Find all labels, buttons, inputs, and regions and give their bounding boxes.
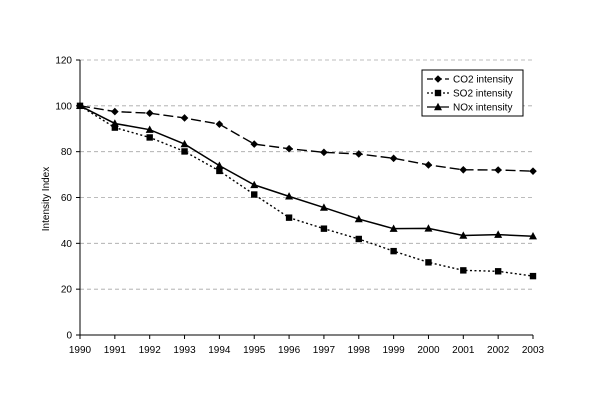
data-point-nox-1997 — [319, 203, 328, 211]
data-point-so2-2003 — [529, 272, 537, 280]
data-point-nox-2001 — [459, 231, 468, 239]
data-point-co2-2003 — [529, 167, 537, 175]
legend-item-nox: NOx intensity — [427, 103, 512, 114]
data-point-co2-2002 — [494, 166, 502, 174]
series-line-so2 — [79, 105, 534, 277]
legend: CO2 intensity SO2 intensity NOx intensity — [421, 69, 524, 117]
data-point-co2-1997 — [320, 148, 328, 157]
x-tick-label-1990: 1990 — [69, 345, 92, 356]
data-point-so2-1994 — [216, 167, 223, 175]
data-point-co2-1995 — [250, 140, 259, 148]
series-line-nox — [79, 105, 534, 237]
x-tick-label-1999: 1999 — [382, 345, 405, 356]
x-tick-label-1994: 1994 — [208, 345, 231, 356]
data-point-nox-1993 — [180, 139, 189, 148]
data-point-co2-1994 — [215, 120, 224, 128]
legend-label-so2: SO2 intensity — [453, 89, 512, 100]
data-point-co2-2000 — [424, 161, 433, 169]
data-point-co2-2001 — [459, 165, 468, 174]
data-point-nox-1990 — [76, 101, 84, 110]
series-layer — [76, 101, 537, 280]
series-line-co2 — [79, 105, 534, 172]
data-point-nox-1995 — [250, 180, 259, 189]
legend-swatch-marker-nox — [434, 102, 442, 111]
y-tick-label-80: 80 — [61, 147, 73, 158]
x-tick-label-2000: 2000 — [417, 345, 440, 356]
data-point-so2-2002 — [494, 268, 502, 275]
data-point-co2-1993 — [180, 114, 189, 122]
x-tick-label-1991: 1991 — [104, 345, 127, 356]
legend-item-so2: SO2 intensity — [427, 89, 512, 100]
y-tick-label-40: 40 — [61, 239, 73, 250]
x-tick-label-1997: 1997 — [313, 345, 336, 356]
legend-swatch-marker-co2 — [434, 75, 442, 83]
data-point-so2-1992 — [146, 134, 153, 141]
data-point-so2-2001 — [460, 267, 467, 274]
x-tick-label-2003: 2003 — [522, 345, 545, 356]
x-tick-label-1998: 1998 — [348, 345, 371, 356]
legend-label-nox: NOx intensity — [453, 103, 512, 114]
data-point-nox-1991 — [110, 119, 119, 127]
data-point-co2-1992 — [145, 109, 154, 117]
y-axis-title: Intensity Index — [41, 167, 52, 231]
y-tick-label-100: 100 — [55, 101, 72, 112]
data-point-so2-1998 — [355, 235, 362, 243]
gridlines — [80, 59, 533, 290]
legend-item-co2: CO2 intensity — [427, 75, 513, 86]
data-point-nox-1994 — [215, 161, 224, 169]
data-point-so2-2000 — [425, 259, 432, 266]
data-point-nox-1992 — [145, 125, 154, 133]
x-tick-label-1996: 1996 — [278, 345, 301, 356]
data-point-so2-1999 — [390, 247, 397, 255]
data-point-so2-1993 — [181, 148, 188, 155]
data-point-nox-1999 — [389, 224, 398, 232]
x-tick-label-2001: 2001 — [452, 345, 475, 356]
data-point-co2-1998 — [354, 150, 363, 158]
data-point-co2-1999 — [389, 154, 398, 163]
y-tick-label-120: 120 — [55, 56, 72, 67]
legend-swatch-marker-so2 — [434, 89, 442, 97]
x-tick-label-2002: 2002 — [487, 345, 510, 356]
x-tick-label-1993: 1993 — [173, 345, 196, 356]
x-tick-label-1995: 1995 — [243, 345, 266, 356]
data-point-so2-1996 — [285, 214, 293, 221]
data-point-nox-1996 — [285, 192, 294, 200]
data-point-co2-1996 — [285, 144, 293, 153]
y-tick-label-0: 0 — [66, 331, 72, 342]
series-nox — [76, 101, 537, 240]
data-point-nox-2002 — [494, 230, 503, 238]
legend-label-co2: CO2 intensity — [453, 75, 513, 86]
data-point-nox-2000 — [424, 224, 433, 232]
y-tick-label-60: 60 — [61, 193, 73, 204]
x-tick-label-1992: 1992 — [139, 345, 162, 356]
data-point-so2-1991 — [111, 124, 119, 131]
data-point-so2-1995 — [251, 191, 258, 198]
axes: 0 20 40 60 80 100 120 1990 1991 1992 1993 1994 1995 1… — [55, 56, 544, 357]
data-point-so2-1997 — [320, 225, 328, 232]
data-point-nox-1998 — [354, 214, 363, 223]
y-tick-label-20: 20 — [61, 285, 73, 296]
data-point-co2-1991 — [111, 107, 119, 116]
data-point-nox-2003 — [529, 232, 537, 240]
